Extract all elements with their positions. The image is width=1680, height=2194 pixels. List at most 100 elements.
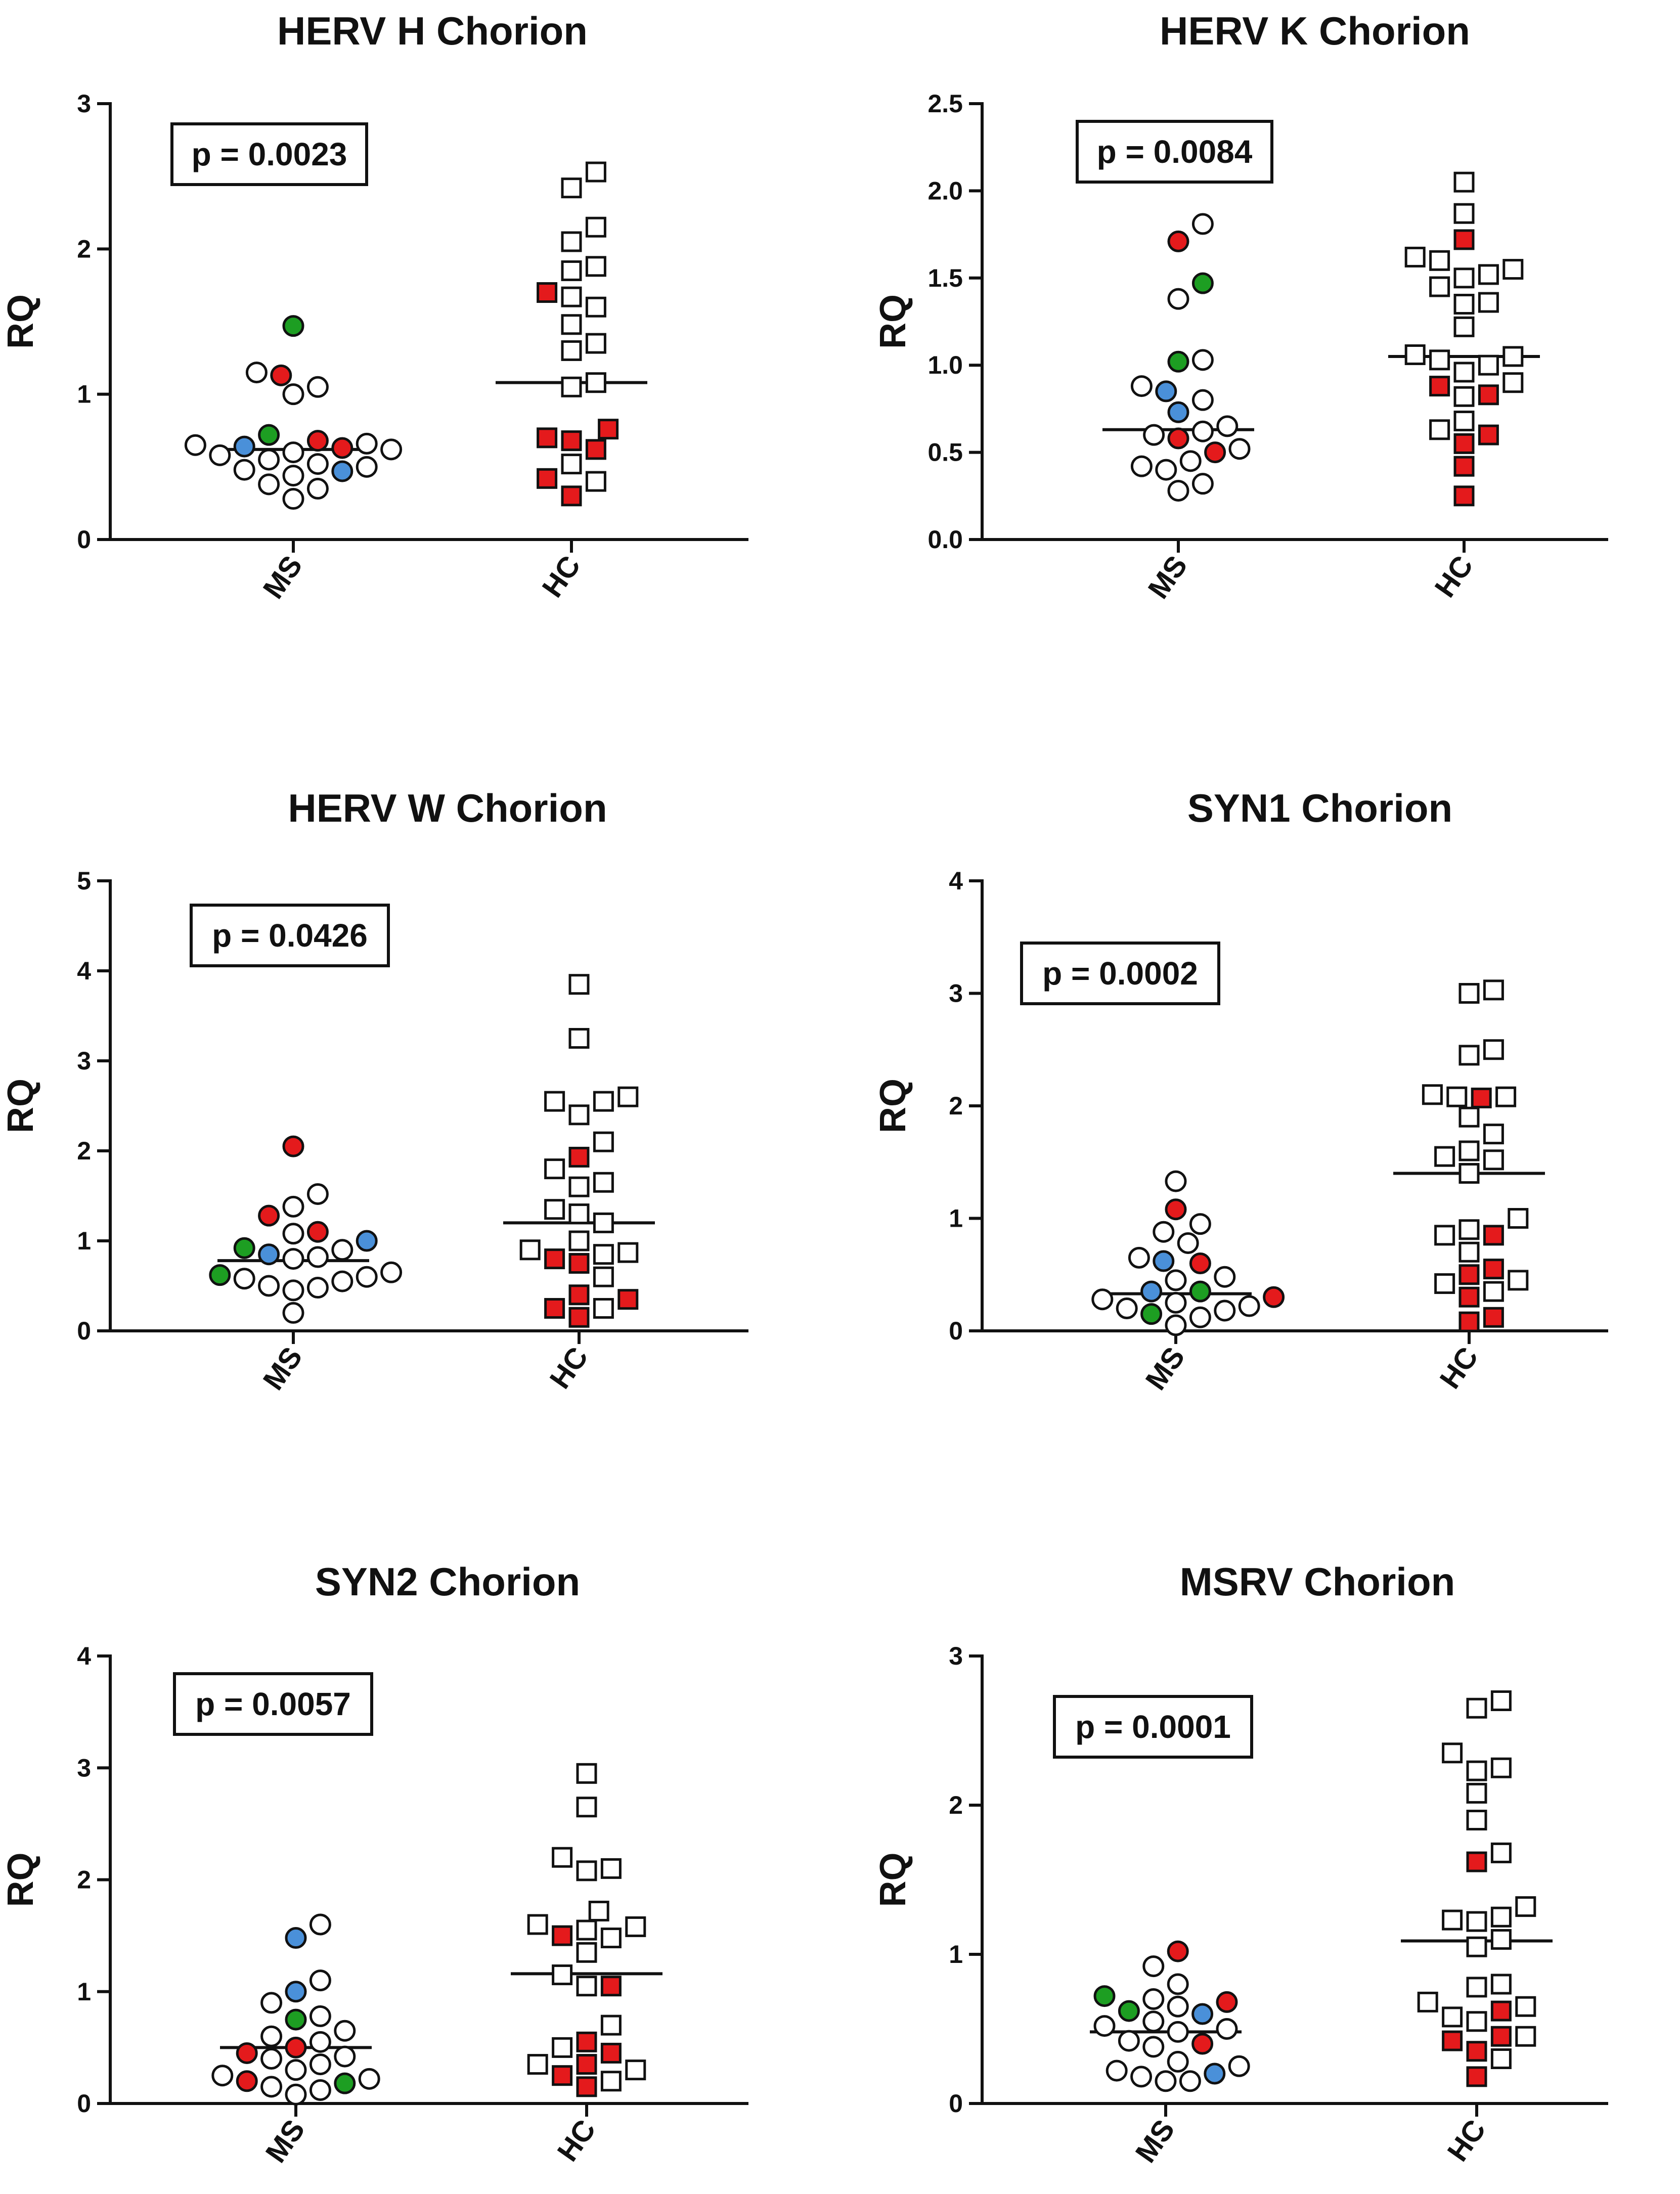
y-tick-label: 4 <box>77 957 91 985</box>
data-point <box>282 1248 304 1270</box>
y-tick-label: 4 <box>77 1642 91 1670</box>
panel-1: HERV H Chorion RQ 0 1 2 3 MS HC p = 0.0023 <box>1 9 748 605</box>
data-point <box>561 430 582 452</box>
data-point <box>309 2053 331 2076</box>
data-point <box>260 2076 283 2098</box>
data-point <box>209 1264 231 1286</box>
data-point <box>1191 349 1214 371</box>
x-tick-label: MS <box>257 550 309 605</box>
data-point <box>331 437 353 459</box>
data-point <box>1140 1280 1163 1303</box>
data-point <box>585 372 606 393</box>
data-point <box>1490 1906 1512 1928</box>
data-point <box>1471 1087 1492 1108</box>
data-point <box>561 286 582 307</box>
data-point <box>306 453 329 475</box>
data-point <box>1502 259 1524 280</box>
data-point <box>1466 2041 1487 2062</box>
data-point <box>1490 1929 1512 1950</box>
data-point <box>245 362 268 384</box>
data-point <box>576 1942 597 1963</box>
chart-title: HERV W Chorion <box>288 786 607 830</box>
data-point <box>1453 203 1475 224</box>
data-point <box>285 2008 307 2031</box>
x-tick-label: HC <box>543 1341 594 1395</box>
data-point <box>1142 2010 1165 2033</box>
data-point <box>1453 316 1475 337</box>
data-point <box>285 1927 307 1949</box>
data-point <box>585 333 606 354</box>
data-point <box>527 2054 548 2075</box>
data-point <box>209 444 231 466</box>
data-point <box>600 1858 622 1879</box>
data-point <box>233 435 255 458</box>
data-point <box>1458 1106 1480 1128</box>
data-point <box>576 1860 597 1882</box>
data-point <box>1204 2063 1226 2085</box>
data-point <box>576 2076 597 2097</box>
data-point <box>1483 1124 1504 1145</box>
y-tick-label: 1.5 <box>927 264 963 292</box>
data-point <box>552 1964 573 1986</box>
data-point <box>519 1239 541 1261</box>
data-point <box>568 1284 590 1306</box>
data-point <box>1189 1252 1211 1274</box>
data-point <box>1191 420 1214 442</box>
p-value-box <box>1053 1695 1253 1759</box>
data-point <box>1263 1286 1285 1308</box>
data-point <box>331 460 353 482</box>
data-point <box>260 1992 283 2014</box>
data-point <box>1483 1149 1504 1171</box>
data-point <box>1458 1219 1480 1240</box>
data-point <box>236 2042 258 2064</box>
data-point <box>593 1091 614 1112</box>
data-point <box>258 424 280 446</box>
p-value-label: p = 0.0001 <box>1075 1709 1231 1745</box>
data-point <box>1165 1314 1187 1336</box>
data-point <box>1446 1086 1468 1107</box>
data-point <box>1130 2066 1153 2088</box>
data-point <box>1165 1269 1187 1291</box>
data-point <box>561 340 582 361</box>
y-tick-label: 3 <box>77 1754 91 1782</box>
data-point <box>1167 1940 1189 1962</box>
data-point <box>1106 2059 1128 2082</box>
y-tick-label: 0.5 <box>927 438 963 467</box>
data-point <box>1466 1697 1487 1719</box>
data-point <box>1191 2033 1214 2055</box>
data-point <box>184 434 206 456</box>
data-point <box>561 376 582 397</box>
data-point <box>309 2079 331 2101</box>
p-value-label: p = 0.0426 <box>212 917 368 954</box>
data-point <box>309 1969 331 1992</box>
data-point <box>1238 1295 1260 1317</box>
data-point <box>1490 2000 1512 2022</box>
data-point <box>1483 1225 1504 1246</box>
data-point <box>1502 372 1524 393</box>
p-value-label: p = 0.0023 <box>192 136 347 172</box>
y-tick-label: 1 <box>77 1227 91 1255</box>
data-point <box>282 1302 304 1324</box>
data-point <box>1167 2021 1189 2043</box>
data-point <box>1228 438 1251 460</box>
y-tick-label: 4 <box>949 867 963 895</box>
data-point <box>552 2065 573 2086</box>
data-point <box>561 454 582 475</box>
data-point <box>1458 1140 1480 1161</box>
data-point <box>1093 2015 1116 2037</box>
data-point <box>309 2031 331 2053</box>
data-point <box>285 2083 307 2106</box>
data-point <box>568 1028 590 1049</box>
data-point <box>561 314 582 335</box>
data-point <box>1404 344 1426 366</box>
data-point <box>356 1230 378 1252</box>
data-point <box>1167 427 1189 450</box>
data-point <box>306 1246 329 1268</box>
data-point <box>1453 456 1475 477</box>
data-point <box>1167 401 1189 423</box>
data-point <box>1118 2000 1140 2022</box>
data-point <box>576 1976 597 1997</box>
data-point <box>331 1239 353 1261</box>
data-point <box>1442 2006 1463 2028</box>
data-point <box>1142 2036 1165 2058</box>
